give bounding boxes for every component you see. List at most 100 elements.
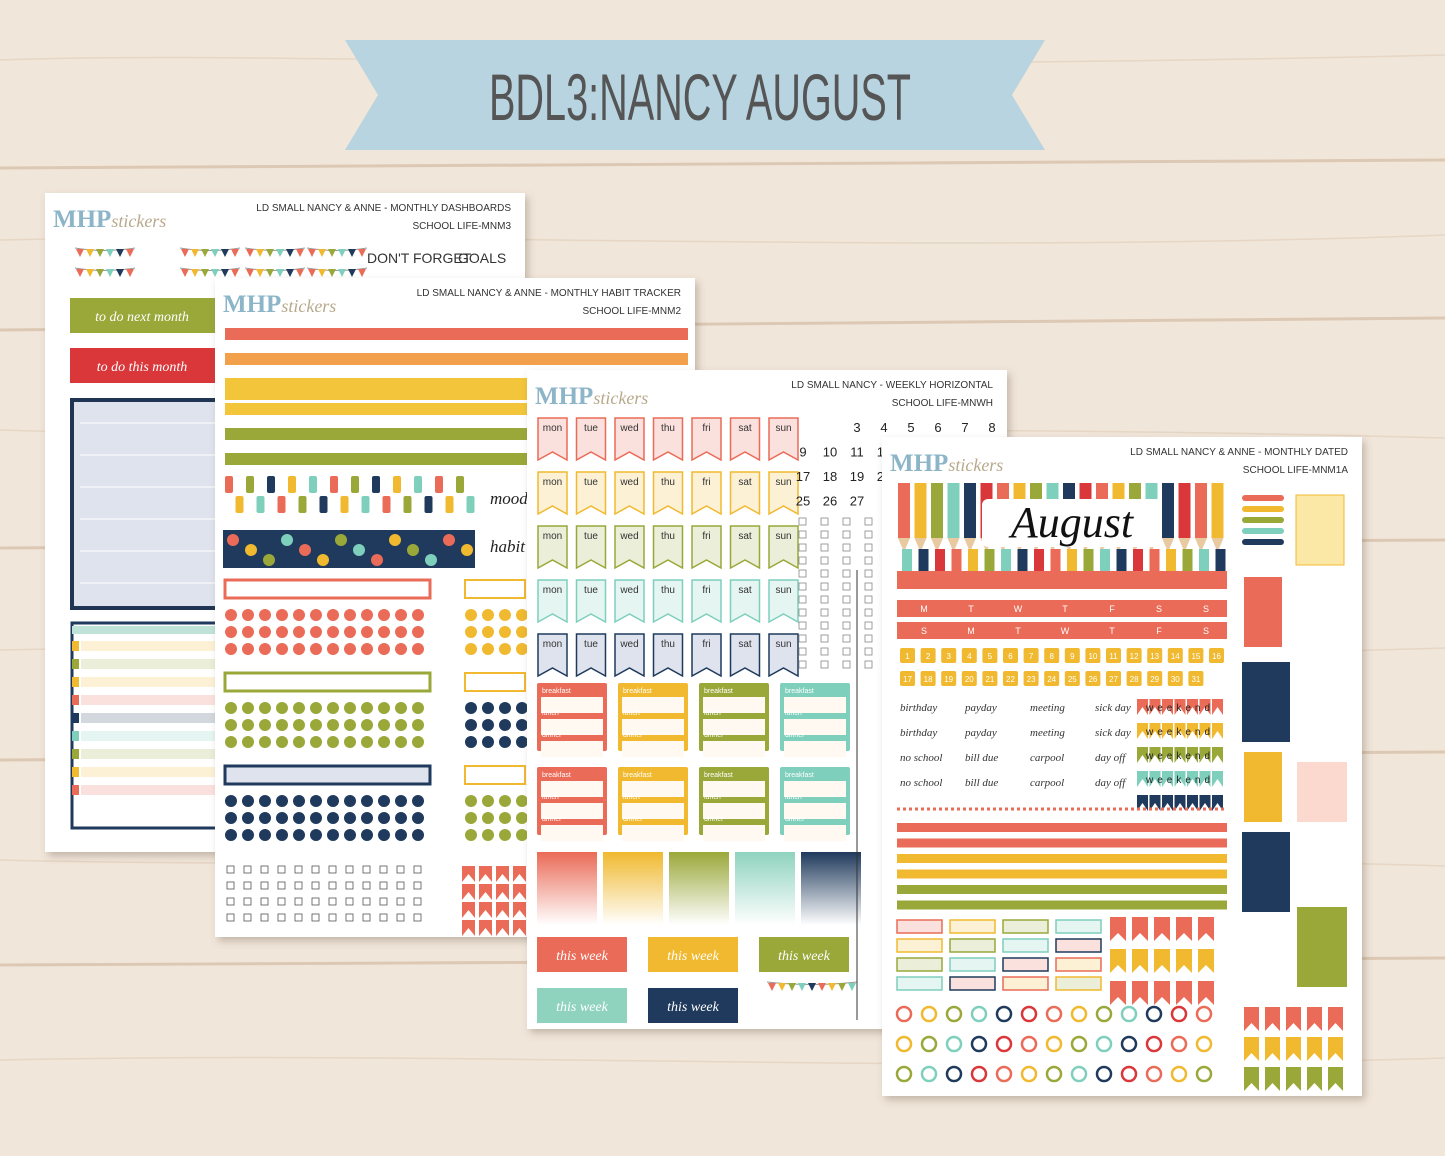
letter-pattern: [235, 496, 244, 513]
bunting-flag: [286, 249, 294, 257]
date-number: 16: [1212, 652, 1221, 661]
dot: [516, 643, 528, 655]
dot: [482, 795, 494, 807]
brand-logo: MHPstickers: [53, 206, 166, 233]
day-label: mon: [543, 423, 562, 434]
pencil: [951, 549, 962, 579]
flag: [1132, 917, 1148, 941]
flag: [691, 633, 722, 678]
date-number: 29: [1150, 675, 1159, 684]
date-number: 2: [926, 652, 931, 661]
icon: [1020, 1035, 1038, 1053]
letter-pattern: [277, 496, 286, 513]
bunting-flag: [358, 249, 366, 257]
meal-line: [784, 697, 846, 713]
bunting-flag: [318, 249, 326, 257]
word-sticker: sick day: [1095, 727, 1131, 739]
checkbox: [842, 660, 851, 669]
date-number: 18: [924, 675, 933, 684]
flag: [479, 902, 492, 918]
bunting-flag: [348, 249, 356, 257]
dot: [395, 626, 407, 638]
checkbox: [842, 530, 851, 539]
bunting-flag: [246, 269, 254, 277]
meal-line: [622, 741, 684, 757]
checkbox: [864, 634, 873, 643]
flag: [729, 633, 761, 678]
meal-label: lunch: [542, 710, 559, 717]
word-sticker: meeting: [1030, 702, 1065, 714]
dot: [361, 736, 373, 748]
number-dot: [443, 534, 455, 546]
dot: [395, 609, 407, 621]
header-sticker-text: to do this month: [97, 360, 188, 375]
bunting-string: [179, 247, 241, 251]
letter-pattern: [361, 496, 370, 513]
date-number: 12: [1130, 652, 1139, 661]
flag: [729, 525, 761, 570]
flag: [1198, 917, 1214, 941]
day-label: mon: [543, 477, 562, 488]
bunting-flag: [276, 269, 284, 277]
gradient-swatch: [603, 852, 663, 925]
flag: [1162, 699, 1173, 715]
date-number: 7: [1029, 652, 1034, 661]
letter-pattern: [403, 496, 412, 513]
icon: [920, 1065, 938, 1083]
dot: [242, 643, 254, 655]
dot: [344, 643, 356, 655]
date-sticker: [1106, 648, 1121, 663]
meal-line: [703, 719, 765, 735]
weekday-label: F: [1156, 626, 1162, 636]
date-number: 21: [985, 675, 994, 684]
day-label: fri: [702, 423, 710, 434]
banner-title: BDL3:NANCY AUGUST: [489, 60, 911, 134]
date-number: 9: [799, 445, 806, 460]
icon: [970, 1035, 988, 1053]
icon: [1195, 1065, 1213, 1083]
bunting-flag: [106, 269, 114, 277]
pencil: [1182, 549, 1193, 579]
stripe-tab: [72, 641, 79, 651]
word-sticker: sick day: [1095, 702, 1131, 714]
word-sticker: birthday: [900, 702, 937, 714]
gradient-swatch: [537, 852, 597, 925]
dot: [499, 643, 511, 655]
date-number: 8: [1049, 652, 1054, 661]
icon: [1045, 1005, 1063, 1023]
flag: [1212, 795, 1223, 811]
dot: [276, 643, 288, 655]
dot: [465, 643, 477, 655]
flag: [1198, 949, 1214, 973]
weekday-label: W: [1061, 626, 1070, 636]
day-label: sun: [775, 639, 791, 650]
bunting-flag: [828, 983, 836, 991]
bunting-flag: [338, 249, 346, 257]
checkbox: [311, 897, 320, 906]
bunting-flag: [788, 983, 796, 991]
flag: [496, 866, 509, 882]
checkbox: [820, 569, 829, 578]
gradient-swatch: [669, 852, 729, 925]
pencil: [918, 549, 929, 579]
dot: [412, 736, 424, 748]
flag: [652, 525, 684, 570]
letter-pattern: [414, 476, 422, 493]
dot: [310, 795, 322, 807]
icon: [1070, 1005, 1088, 1023]
small-box: [1055, 938, 1102, 953]
flag: [575, 471, 607, 516]
date-sticker: [1167, 648, 1183, 663]
number-dot: [407, 544, 419, 556]
pencil: [1195, 483, 1207, 538]
date-number: 5: [988, 652, 993, 661]
dot: [225, 702, 237, 714]
flag: [1132, 981, 1148, 1005]
weekend-text: weekend: [1145, 775, 1214, 786]
flag: [691, 579, 722, 624]
checkbox: [798, 582, 807, 591]
pencil: [1116, 549, 1127, 579]
bunting-flag: [231, 249, 239, 257]
date-sticker: [1044, 671, 1060, 686]
day-label: fri: [702, 585, 710, 596]
